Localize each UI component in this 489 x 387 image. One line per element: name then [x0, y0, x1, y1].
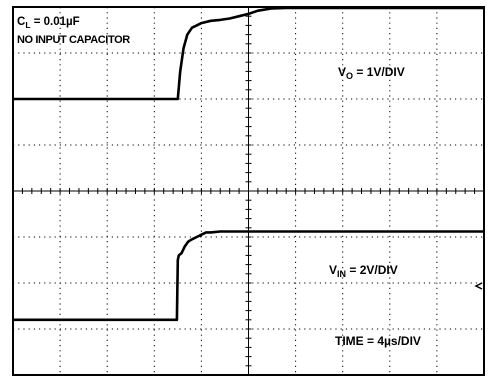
vo-scale-label: VO = 1V/DIV — [338, 65, 405, 81]
traces — [13, 6, 484, 322]
vin-scale-label: VIN = 2V/DIV — [329, 263, 398, 279]
time-scale-label: TIME = 4µs/DIV — [335, 334, 421, 348]
trigger-marker-icon — [474, 282, 483, 290]
cl-label: CL = 0.01µF — [17, 16, 80, 30]
input-voltage-trace — [13, 230, 484, 322]
output-voltage-trace — [13, 6, 484, 101]
no-input-capacitor-label: NO INPUT CAPACITOR — [17, 34, 130, 46]
